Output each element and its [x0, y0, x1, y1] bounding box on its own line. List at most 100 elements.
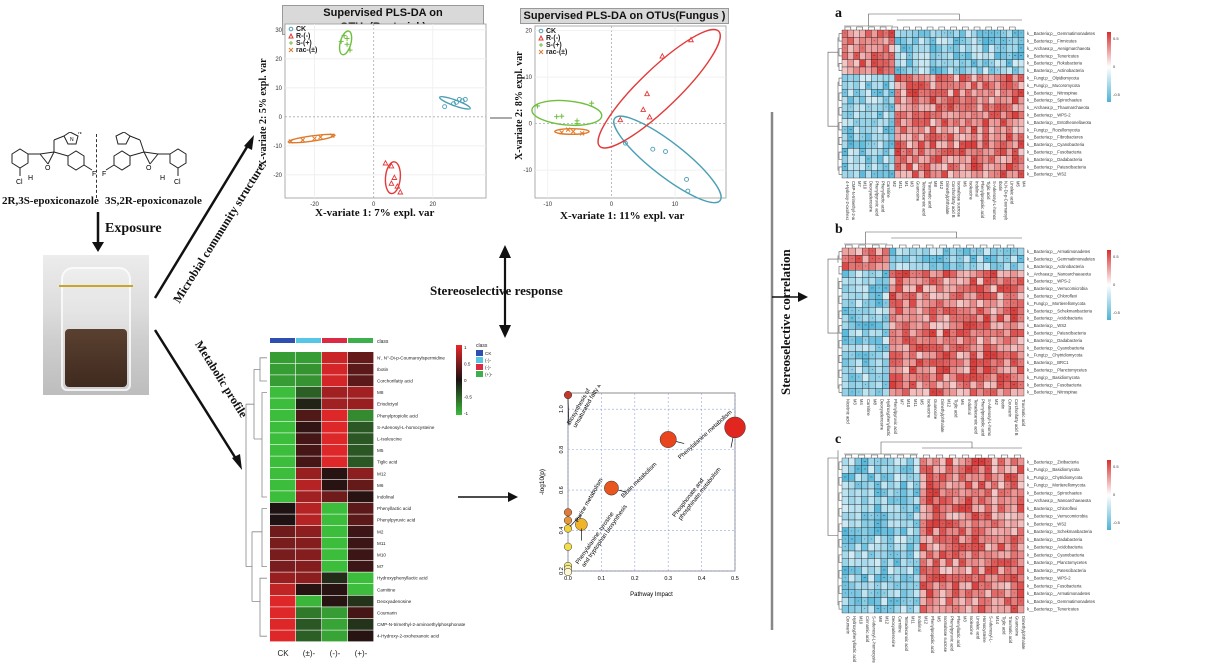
correlation-cell	[963, 262, 971, 271]
correlation-cell	[847, 44, 854, 53]
correlation-cell	[947, 111, 954, 119]
correlation-cell	[841, 314, 849, 323]
correlation-cell	[1017, 589, 1025, 598]
data-point	[684, 176, 689, 182]
correlation-cell	[1006, 81, 1013, 90]
significance-mark: *	[968, 576, 970, 580]
correlation-cell	[912, 140, 919, 149]
correlation-cell	[906, 519, 914, 528]
correlation-cell	[935, 126, 942, 134]
correlation-cell	[909, 284, 917, 293]
correlation-cell	[1000, 126, 1007, 134]
metabolite-label: M5	[920, 399, 925, 405]
heatmap-cell	[296, 549, 322, 561]
correlation-cell	[970, 118, 978, 127]
correlation-cell	[848, 270, 856, 278]
correlation-cell	[915, 277, 924, 286]
significance-mark: *	[874, 143, 876, 147]
heatmap-cell	[322, 595, 348, 607]
correlation-cell	[965, 519, 973, 528]
correlation-cell	[1003, 358, 1011, 367]
correlation-heatmap-c: ** * * * * ** ** * * k__Bacteria;p__Zixibacteria*…	[827, 441, 1121, 663]
significance-mark: **	[974, 537, 977, 541]
correlation-cell	[970, 52, 978, 60]
significance-mark: *	[877, 514, 879, 518]
correlation-cell	[971, 589, 979, 598]
correlation-cell	[855, 329, 863, 337]
data-point	[554, 114, 560, 120]
x-tick-label: 0.2	[631, 576, 639, 582]
correlation-cell	[868, 262, 876, 271]
correlation-cell	[976, 140, 984, 149]
correlation-cell	[841, 605, 849, 614]
correlation-cell	[953, 52, 960, 60]
significance-mark: *	[936, 475, 938, 479]
metabolite-label: Coumarin	[845, 616, 850, 635]
correlation-cell	[958, 519, 966, 528]
correlation-cell	[919, 574, 927, 583]
correlation-cell	[841, 96, 849, 105]
correlation-cell	[936, 373, 944, 382]
correlation-cell	[953, 44, 960, 53]
significance-mark: *	[956, 106, 958, 110]
correlation-cell	[841, 284, 849, 293]
significance-mark: **	[974, 460, 977, 464]
correlation-cell	[949, 358, 957, 367]
significance-mark: **	[891, 172, 894, 176]
significance-mark: *	[1013, 376, 1015, 380]
heatmap-cell	[348, 560, 374, 572]
significance-mark: *	[1007, 302, 1009, 306]
significance-mark: *	[997, 47, 999, 51]
significance-mark: **	[968, 499, 971, 503]
correlation-cell	[865, 59, 872, 68]
significance-mark: **	[877, 607, 880, 611]
svg-text:N: N	[78, 132, 82, 136]
significance-mark: *	[942, 584, 944, 588]
correlation-cell	[942, 270, 951, 278]
row-label: M12	[377, 471, 386, 476]
significance-mark: *	[850, 113, 852, 117]
correlation-cell	[877, 133, 884, 142]
correlation-cell	[912, 44, 919, 53]
significance-mark: *	[980, 376, 982, 380]
correlation-cell	[1017, 59, 1025, 68]
significance-mark: *	[938, 54, 940, 58]
correlation-cell	[909, 247, 917, 256]
correlation-cell	[887, 566, 895, 575]
correlation-cell	[882, 155, 890, 164]
correlation-cell	[1000, 59, 1007, 68]
correlation-cell	[991, 535, 999, 544]
legend-label: R-(-)	[546, 35, 560, 42]
correlation-cell	[1010, 366, 1018, 374]
correlation-cell	[932, 512, 940, 521]
significance-mark: *	[980, 383, 982, 387]
significance-mark: *	[994, 522, 996, 526]
correlation-cell	[853, 155, 860, 164]
significance-mark: *	[1015, 84, 1017, 88]
significance-mark: *	[880, 54, 882, 58]
x-tick-label: 0.3	[664, 576, 672, 582]
significance-mark: *	[858, 599, 860, 603]
correlation-cell	[965, 473, 973, 482]
heatmap-cell	[296, 491, 322, 503]
significance-mark: *	[955, 491, 957, 495]
significance-mark: *	[944, 150, 946, 154]
significance-mark: **	[932, 69, 935, 73]
correlation-cell	[953, 133, 960, 142]
correlation-cell	[900, 512, 908, 521]
significance-mark: *	[864, 607, 866, 611]
significance-mark: *	[929, 568, 931, 572]
correlation-cell	[1017, 566, 1025, 575]
correlation-cell	[855, 299, 863, 308]
correlation-cell	[1004, 589, 1012, 598]
x-tick-label: 0.5	[731, 576, 739, 582]
significance-mark: *	[979, 150, 981, 154]
correlation-cell	[969, 270, 977, 278]
correlation-cell	[868, 358, 876, 367]
correlation-cell	[926, 589, 934, 598]
correlation-cell	[926, 457, 934, 466]
correlation-cell	[900, 52, 907, 60]
correlation-cell	[956, 358, 964, 367]
significance-mark: *	[915, 135, 917, 139]
correlation-cell	[945, 457, 953, 466]
